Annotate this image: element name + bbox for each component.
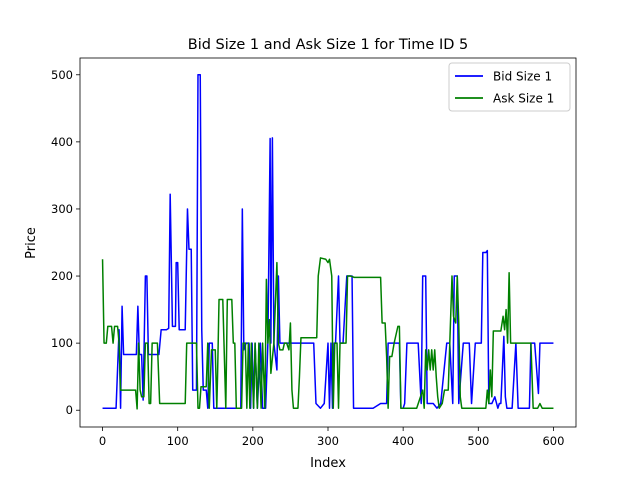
y-tick-label: 200 — [51, 269, 73, 283]
legend: Bid Size 1 Ask Size 1 — [448, 62, 571, 112]
x-tick-label: 100 — [167, 434, 189, 448]
x-tick-label: 500 — [467, 434, 489, 448]
x-tick-label: 200 — [242, 434, 264, 448]
x-tick-label: 400 — [392, 434, 414, 448]
chart-title: Bid Size 1 and Ask Size 1 for Time ID 5 — [188, 37, 469, 53]
legend-label: Ask Size 1 — [493, 92, 554, 106]
x-tick-label: 300 — [317, 434, 339, 448]
y-tick-label: 400 — [51, 135, 73, 149]
y-tick-label: 100 — [51, 336, 73, 350]
y-tick-label: 500 — [51, 68, 73, 82]
legend-box — [448, 62, 571, 112]
x-tick-label: 600 — [542, 434, 564, 448]
series-line-bid-size-1 — [102, 74, 554, 409]
series-layer — [101, 74, 554, 410]
x-tick-label: 0 — [99, 434, 106, 448]
y-tick-label: 0 — [66, 403, 73, 417]
x-axis-label: Index — [310, 456, 346, 471]
y-axis-label: Price — [24, 227, 39, 259]
y-tick-label: 300 — [51, 202, 73, 216]
axes: 0 100 200 300 400 500 600 0 100 200 300 400 500 — [51, 57, 577, 448]
series-line-ask-size-1 — [101, 257, 554, 410]
legend-label: Bid Size 1 — [493, 70, 552, 84]
